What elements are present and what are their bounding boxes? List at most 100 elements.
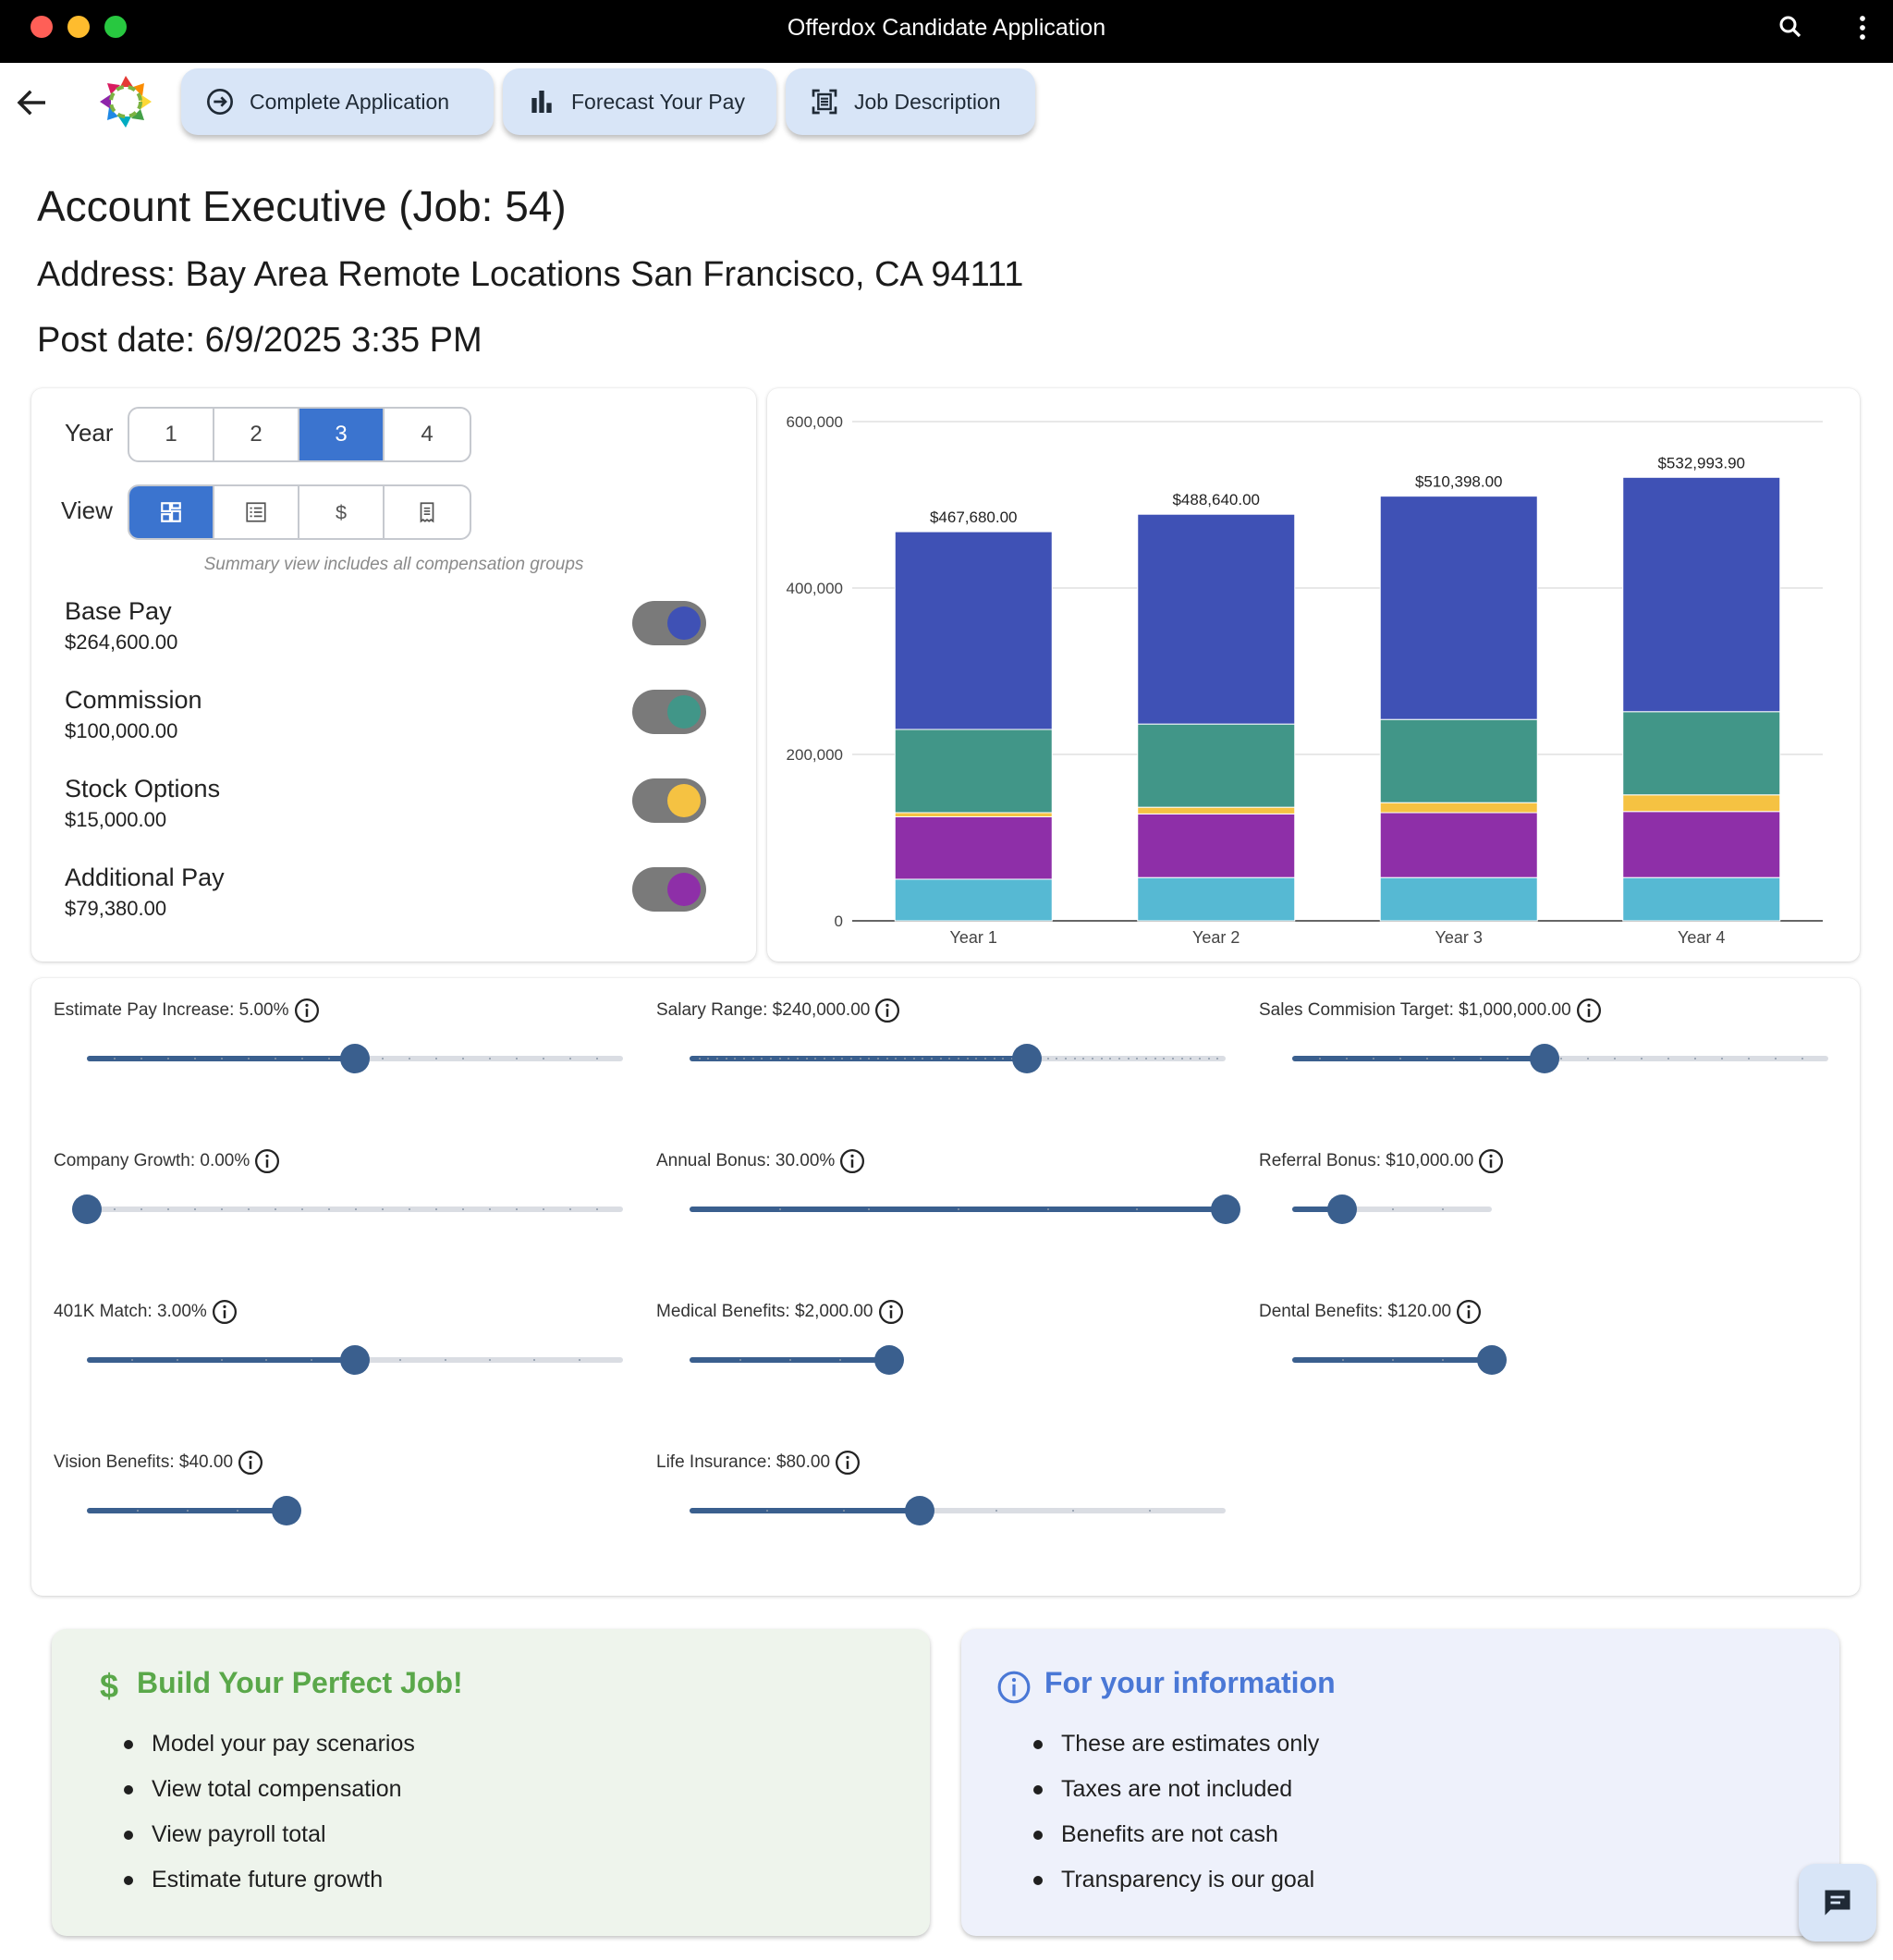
slider-track[interactable] (690, 1194, 1240, 1224)
back-arrow-icon[interactable] (13, 83, 52, 122)
slider-tick (895, 1058, 898, 1060)
slider-track[interactable] (87, 1044, 623, 1073)
slider-track[interactable] (87, 1345, 623, 1375)
bar-segment (1137, 813, 1296, 878)
slider-tick (1399, 1058, 1401, 1060)
year-option-3[interactable]: 3 (299, 409, 385, 460)
slider-track[interactable] (87, 1496, 301, 1525)
commission-toggle[interactable] (632, 690, 706, 734)
info-icon[interactable] (1477, 1147, 1505, 1175)
slider-tick (1216, 1058, 1219, 1060)
comp-name: Base Pay (65, 597, 172, 625)
info-icon[interactable] (211, 1298, 238, 1326)
comp-value: $264,600.00 (65, 631, 178, 654)
slider-track[interactable] (690, 1345, 904, 1375)
slider-tick (1453, 1058, 1455, 1060)
slider-thumb[interactable] (272, 1496, 301, 1525)
view-dollar-button[interactable]: $ (299, 486, 385, 538)
slider-thumb[interactable] (72, 1194, 102, 1224)
bar-segment (1622, 476, 1781, 713)
slider-tick (1667, 1058, 1669, 1060)
job-description-button[interactable]: Job Description (786, 68, 1035, 135)
slider-tick (248, 1208, 250, 1210)
slider-track[interactable] (1292, 1044, 1828, 1073)
complete-application-button[interactable]: Complete Application (181, 68, 494, 135)
chat-button[interactable] (1799, 1864, 1876, 1942)
slider-tick (1507, 1058, 1508, 1060)
view-list-button[interactable] (214, 486, 299, 538)
year-option-1[interactable]: 1 (129, 409, 214, 460)
slider-tick (221, 1058, 223, 1060)
stacked-bar-chart: 0 200,000 400,000 600,000 $467,680.00 Year 1 $… (787, 413, 1823, 947)
base-pay-toggle[interactable] (632, 601, 706, 645)
slider-tick (516, 1208, 518, 1210)
slider-thumb[interactable] (340, 1044, 370, 1073)
close-window-button[interactable] (31, 16, 53, 38)
slider-tick (409, 1058, 410, 1060)
info-icon[interactable] (293, 997, 321, 1024)
view-receipt-button[interactable] (385, 486, 470, 538)
slider-tick (140, 1058, 142, 1060)
slider-thumb[interactable] (340, 1345, 370, 1375)
info-icon[interactable] (237, 1449, 264, 1476)
info-icon[interactable] (1455, 1298, 1483, 1326)
slider-track[interactable] (72, 1194, 623, 1224)
info-icon[interactable] (834, 1449, 861, 1476)
year-option-4[interactable]: 4 (421, 422, 434, 447)
maximize-window-button[interactable] (104, 16, 127, 38)
slider-track[interactable] (1292, 1194, 1492, 1224)
slider-track[interactable] (690, 1496, 1226, 1525)
slider-tick (1721, 1058, 1723, 1060)
info-icon[interactable] (253, 1147, 281, 1175)
slider-track[interactable] (1292, 1345, 1507, 1375)
slider-tick (885, 1058, 888, 1060)
slider-tick (1614, 1058, 1616, 1060)
slider-tick (725, 1058, 727, 1060)
slider-label-text: Salary Range: $240,000.00 (656, 1000, 871, 1020)
stock-options-toggle[interactable] (632, 778, 706, 823)
slider-tick (221, 1208, 223, 1210)
bar-segment (894, 816, 1053, 880)
slider-thumb[interactable] (1211, 1194, 1240, 1224)
slider-tick (1775, 1058, 1777, 1060)
comp-name: Stock Options (65, 775, 221, 802)
year-option-2[interactable]: 2 (214, 409, 299, 460)
slider-fill (1292, 1207, 1342, 1212)
slider-tick (382, 1208, 384, 1210)
slider-tick (984, 1058, 986, 1060)
slider-thumb[interactable] (1529, 1044, 1559, 1073)
slider-tick (237, 1510, 238, 1512)
slider-label-text: Estimate Pay Increase: 5.00% (54, 1000, 289, 1020)
slider-thumb[interactable] (1012, 1044, 1043, 1073)
info-icon[interactable] (873, 997, 901, 1024)
view-label: View (61, 496, 113, 524)
slider-tick (578, 1359, 580, 1361)
for-your-information-panel: For your information These are estimates… (961, 1629, 1839, 1936)
more-vert-icon[interactable] (1849, 13, 1876, 43)
slider-tick (948, 1058, 951, 1060)
slider-thumb[interactable] (874, 1345, 904, 1375)
bar-segment (1379, 802, 1538, 814)
additional-pay-toggle[interactable] (632, 867, 706, 912)
slider-thumb[interactable] (1327, 1194, 1357, 1224)
view-summary-button[interactable] (129, 486, 214, 538)
slider-tick (839, 1359, 841, 1361)
slider-tick (399, 1359, 402, 1361)
slider-tick (1127, 1058, 1130, 1060)
slider-tick (1319, 1058, 1321, 1060)
forecast-pay-button[interactable]: Forecast Your Pay (503, 68, 776, 135)
slider-label-text: Sales Commision Target: $1,000,000.00 (1259, 1000, 1571, 1020)
slider-thumb[interactable] (905, 1496, 935, 1525)
slider-tick (1392, 1359, 1394, 1361)
slider-track[interactable] (690, 1044, 1226, 1073)
info-icon[interactable] (1575, 997, 1603, 1024)
list-item: Estimate future growth (124, 1867, 415, 1912)
slider-thumb[interactable] (1477, 1345, 1507, 1375)
info-icon[interactable] (877, 1298, 905, 1326)
search-icon[interactable] (1777, 13, 1804, 41)
minimize-window-button[interactable] (67, 16, 90, 38)
slider-tick (765, 1510, 768, 1512)
info-icon[interactable] (838, 1147, 866, 1175)
slider-label-text: Annual Bonus: 30.00% (656, 1151, 836, 1170)
list-item: Transparency is our goal (1033, 1867, 1319, 1912)
